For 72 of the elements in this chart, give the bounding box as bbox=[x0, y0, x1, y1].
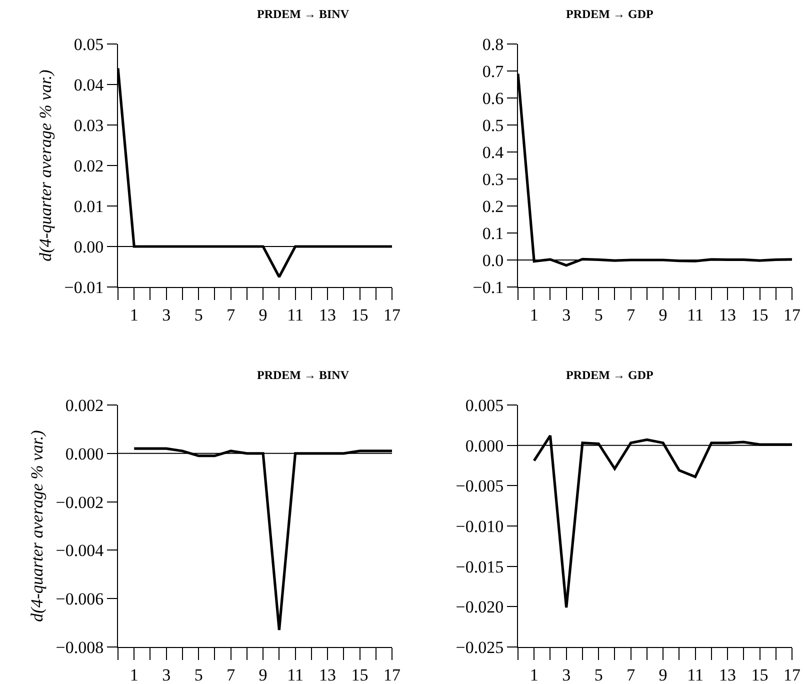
x-tick-label: 11 bbox=[287, 665, 304, 684]
x-tick-label: 7 bbox=[226, 665, 236, 684]
x-tick-label: 5 bbox=[594, 665, 603, 684]
y-tick-label: −0.005 bbox=[456, 476, 504, 496]
x-tick-label: 9 bbox=[658, 305, 668, 324]
x-tick-label: 1 bbox=[530, 305, 538, 324]
x-tick-label: 13 bbox=[719, 665, 736, 684]
y-tick-label: 0.04 bbox=[74, 75, 104, 94]
y-tick-label: −0.01 bbox=[64, 278, 104, 297]
y-tick-label: 0.7 bbox=[482, 62, 504, 81]
x-tick-label: 17 bbox=[384, 305, 401, 324]
x-tick-label: 7 bbox=[226, 305, 236, 324]
x-tick-label: 7 bbox=[626, 305, 636, 324]
y-tick-label: 0.0 bbox=[482, 250, 504, 270]
x-tick-label: 9 bbox=[658, 665, 668, 684]
y-tick-label: 0.002 bbox=[65, 396, 104, 415]
y-tick-label: 0.01 bbox=[74, 196, 104, 216]
y-tick-label: 0.5 bbox=[482, 116, 504, 135]
chart-title: PRDEM → GDP bbox=[566, 368, 654, 382]
y-tick-label: 0.005 bbox=[465, 396, 504, 415]
y-tick-label: −0.004 bbox=[56, 541, 104, 560]
x-tick-label: 5 bbox=[594, 305, 603, 324]
y-tick-label: −0.020 bbox=[456, 598, 504, 617]
y-tick-label: 0.02 bbox=[74, 156, 104, 176]
chart-title: PRDEM → BINV bbox=[257, 7, 350, 21]
y-axis-title: d(4-quarter average % var.) bbox=[27, 430, 46, 622]
y-tick-label: 0.05 bbox=[74, 34, 104, 54]
x-tick-label: 15 bbox=[751, 305, 768, 324]
x-tick-label: 3 bbox=[562, 665, 571, 684]
x-tick-label: 7 bbox=[626, 665, 636, 684]
x-tick-label: 13 bbox=[319, 665, 336, 684]
x-tick-label: 3 bbox=[162, 665, 171, 684]
chart-title: PRDEM → BINV bbox=[257, 368, 350, 382]
y-tick-label: 0.8 bbox=[482, 34, 504, 54]
chart-title: PRDEM → GDP bbox=[566, 7, 654, 21]
y-tick-label: 0.00 bbox=[74, 237, 104, 256]
x-tick-label: 11 bbox=[687, 665, 704, 684]
x-tick-label: 3 bbox=[562, 305, 571, 324]
x-tick-label: 5 bbox=[194, 665, 203, 684]
x-tick-label: 13 bbox=[319, 305, 336, 324]
y-tick-label: −0.1 bbox=[472, 278, 504, 297]
x-tick-label: 11 bbox=[287, 305, 304, 324]
y-tick-label: 0.4 bbox=[482, 142, 504, 162]
y-tick-label: −0.002 bbox=[56, 492, 104, 512]
x-tick-label: 9 bbox=[258, 665, 268, 684]
y-tick-label: 0.6 bbox=[482, 88, 504, 108]
y-tick-label: 0.1 bbox=[482, 224, 504, 243]
x-tick-label: 1 bbox=[130, 305, 138, 324]
x-tick-label: 15 bbox=[351, 305, 368, 324]
x-tick-label: 5 bbox=[194, 305, 203, 324]
x-tick-label: 3 bbox=[162, 305, 171, 324]
x-tick-label: 17 bbox=[784, 305, 801, 324]
y-tick-label: 0.3 bbox=[482, 170, 504, 189]
x-tick-label: 15 bbox=[351, 665, 368, 684]
x-tick-label: 9 bbox=[258, 305, 268, 324]
y-tick-label: 0.000 bbox=[465, 436, 504, 456]
y-axis-title: d(4-quarter average % var.) bbox=[36, 69, 55, 262]
y-tick-label: −0.006 bbox=[56, 590, 104, 609]
x-tick-label: 1 bbox=[530, 665, 538, 684]
y-tick-label: 0.000 bbox=[65, 444, 104, 464]
x-tick-label: 13 bbox=[719, 305, 736, 324]
x-tick-label: 11 bbox=[687, 305, 704, 324]
x-tick-label: 17 bbox=[784, 665, 801, 684]
y-tick-label: 0.2 bbox=[482, 196, 504, 216]
y-tick-label: −0.008 bbox=[56, 638, 104, 657]
y-tick-label: −0.025 bbox=[456, 638, 504, 657]
x-tick-label: 15 bbox=[751, 665, 768, 684]
y-tick-label: −0.010 bbox=[456, 516, 504, 536]
y-tick-label: 0.03 bbox=[74, 116, 104, 135]
x-tick-label: 17 bbox=[384, 665, 401, 684]
x-tick-label: 1 bbox=[130, 665, 138, 684]
y-tick-label: −0.015 bbox=[456, 557, 504, 576]
